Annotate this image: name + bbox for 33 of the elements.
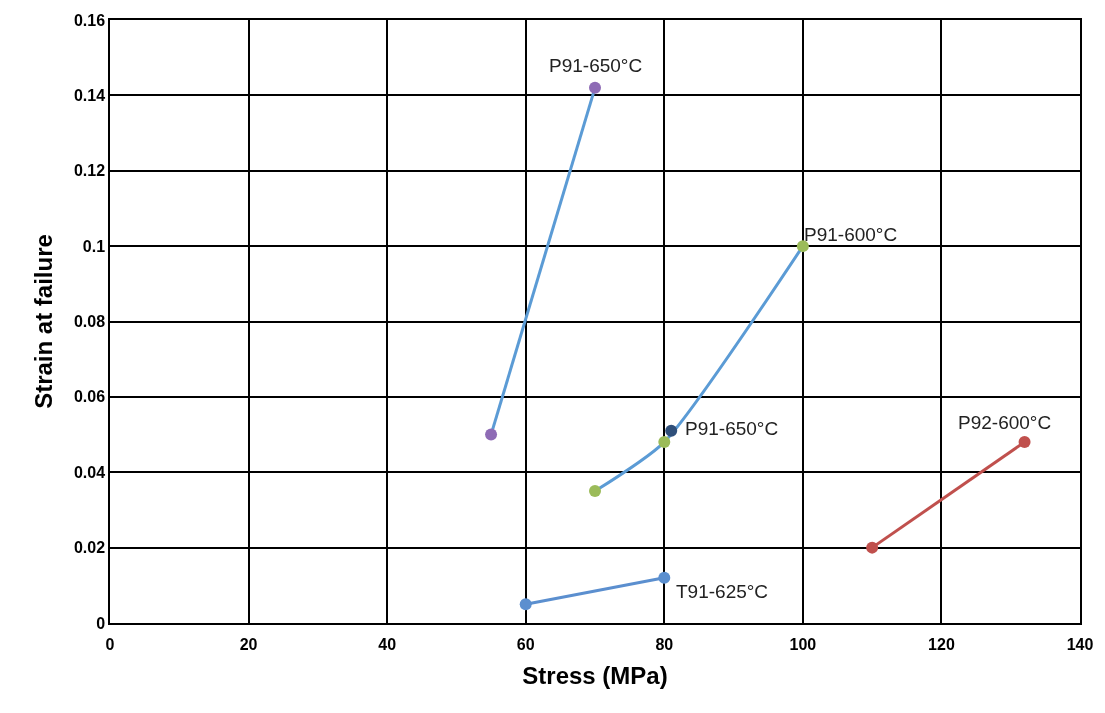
y-tick-label: 0.06 xyxy=(73,388,106,406)
x-tick-label: 140 xyxy=(1066,635,1094,653)
annotation: T91-625°C xyxy=(676,581,769,602)
x-axis-title: Stress (MPa) xyxy=(522,661,668,689)
point xyxy=(589,485,601,498)
point xyxy=(485,428,498,441)
y-tick-label: 0 xyxy=(96,614,106,632)
x-tick-label: 20 xyxy=(239,635,258,653)
annotation: P91-650°C xyxy=(685,418,779,439)
annotation: P91-600°C xyxy=(804,224,898,245)
y-tick-label: 0.12 xyxy=(73,162,106,180)
y-tick-label: 0.14 xyxy=(73,86,106,104)
point xyxy=(1018,436,1031,449)
point xyxy=(866,541,879,554)
point xyxy=(658,571,671,584)
y-tick-label: 0.02 xyxy=(73,539,106,557)
y-tick-label: 0.08 xyxy=(73,313,106,331)
x-tick-label: 120 xyxy=(928,635,955,653)
point xyxy=(658,436,671,449)
point xyxy=(519,598,532,611)
point xyxy=(796,240,809,253)
y-tick-label: 0.1 xyxy=(82,237,106,255)
y-axis-title: Strain at failure xyxy=(29,234,57,409)
y-tick-label: 0.16 xyxy=(73,11,106,29)
annotation: P92-600°C xyxy=(958,412,1052,433)
x-tick-label: 80 xyxy=(655,635,674,653)
annotation: P91-650°C xyxy=(549,55,643,76)
point xyxy=(589,81,601,94)
x-tick-label: 60 xyxy=(516,635,535,653)
x-tick-label: 40 xyxy=(378,635,397,653)
y-tick-label: 0.04 xyxy=(73,463,106,481)
x-tick-label: 100 xyxy=(789,635,817,653)
point xyxy=(665,424,678,437)
